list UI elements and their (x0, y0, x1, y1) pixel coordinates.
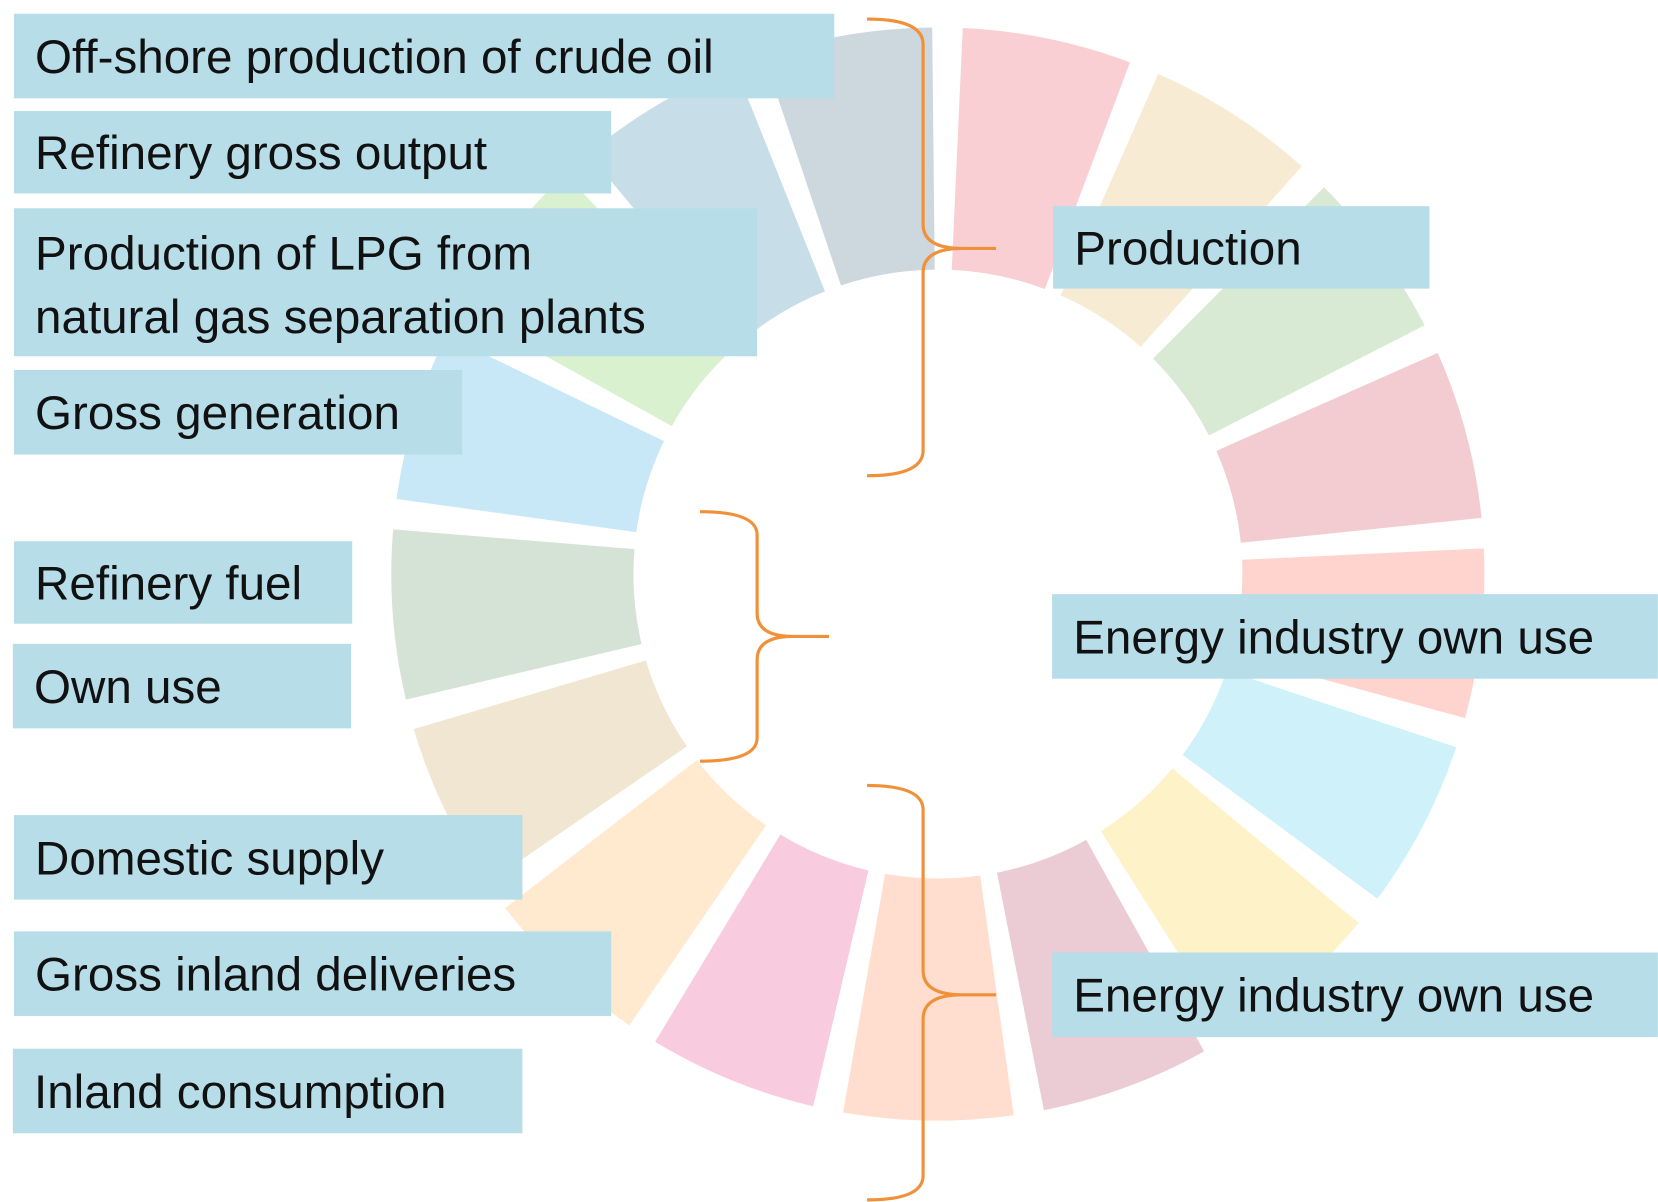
diagram: Off-shore production of crude oil Refiner… (0, 0, 1658, 1202)
label-text: Refinery gross output (35, 127, 487, 180)
label-text: Own use (34, 661, 222, 714)
label-text: Energy industry own use (1073, 970, 1594, 1023)
wheel-segment (843, 874, 1014, 1121)
label-text: Gross generation (35, 387, 400, 440)
label-text: Off-shore production of crude oil (35, 31, 714, 84)
label-text: Production (1074, 222, 1301, 275)
label-text: Production of LPG from (35, 228, 532, 281)
label-text: Inland consumption (34, 1066, 446, 1119)
brace (700, 512, 829, 761)
label-text: natural gas separation plants (35, 291, 646, 344)
label-text: Energy industry own use (1073, 611, 1594, 664)
label-text: Gross inland deliveries (35, 949, 516, 1002)
label-text: Domestic supply (35, 832, 384, 885)
label-text: Refinery fuel (35, 557, 302, 610)
